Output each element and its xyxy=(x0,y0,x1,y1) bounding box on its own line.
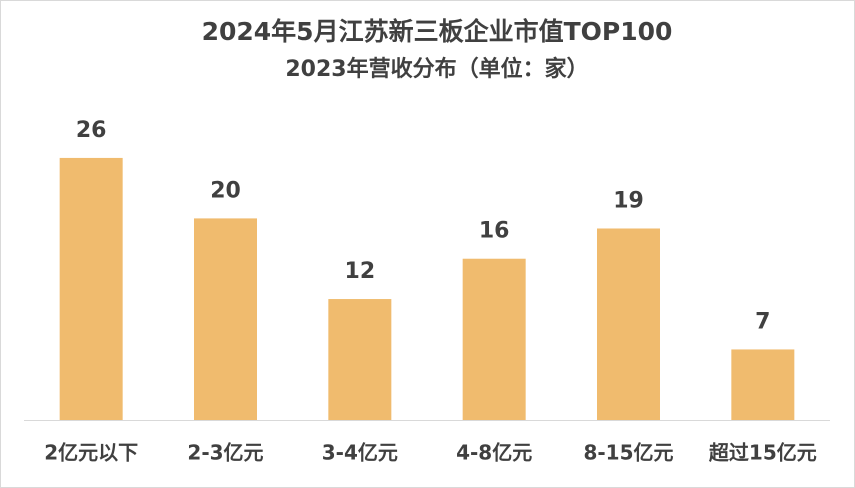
value-label: 20 xyxy=(210,178,241,203)
x-tick-label: 3-4亿元 xyxy=(322,441,398,465)
x-tick-label: 超过15亿元 xyxy=(708,441,817,465)
value-label: 7 xyxy=(755,309,770,334)
bar xyxy=(328,299,392,420)
bar xyxy=(462,258,526,420)
bar xyxy=(597,228,660,420)
chart-subtitle: 2023年营收分布（单位：家） xyxy=(285,56,588,82)
x-tick-label: 2-3亿元 xyxy=(187,441,263,465)
value-label: 16 xyxy=(479,219,510,244)
value-label: 19 xyxy=(613,188,644,213)
chart-title: 2024年5月江苏新三板企业市值TOP100 xyxy=(202,17,673,46)
bar xyxy=(59,157,123,421)
bar xyxy=(731,349,795,420)
x-tick-label: 2亿元以下 xyxy=(44,441,138,465)
x-tick-label: 8-15亿元 xyxy=(583,441,673,465)
value-label: 12 xyxy=(345,259,376,284)
bar xyxy=(194,218,257,420)
x-tick-label: 4-8亿元 xyxy=(456,441,532,465)
value-label: 26 xyxy=(76,118,107,143)
